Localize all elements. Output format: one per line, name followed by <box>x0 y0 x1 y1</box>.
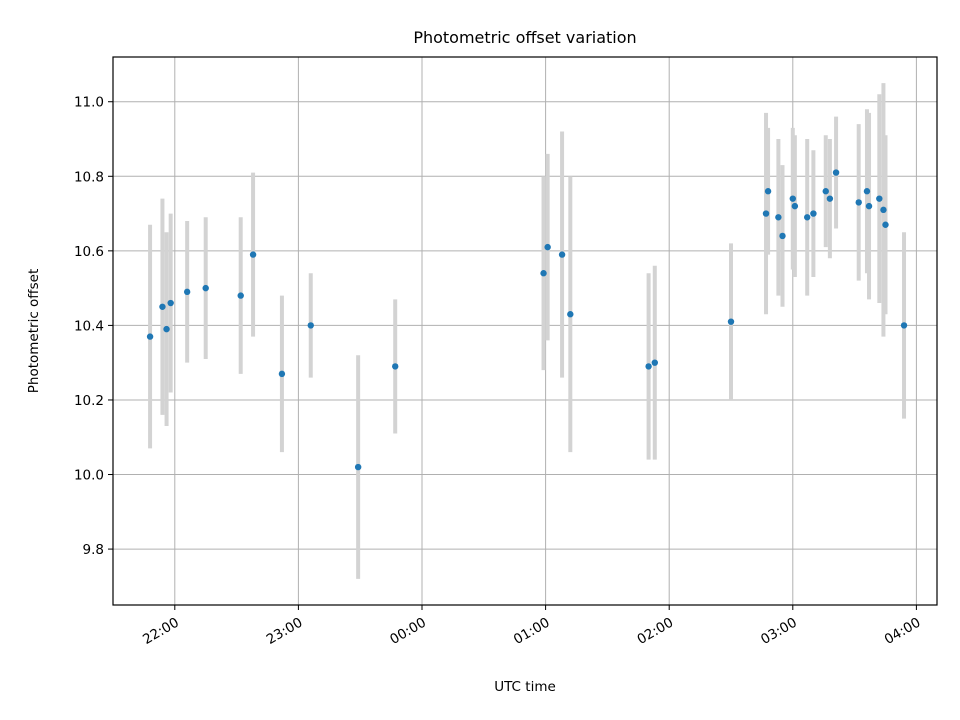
data-point <box>202 284 209 292</box>
data-point <box>789 195 796 202</box>
data-point <box>779 232 786 240</box>
data-point <box>567 311 574 318</box>
data-point <box>880 206 887 214</box>
y-tick-label: 11.0 <box>74 95 104 111</box>
data-point <box>237 292 244 299</box>
data-point <box>727 318 735 325</box>
data-point <box>762 210 770 217</box>
data-point <box>645 363 652 370</box>
data-point <box>307 322 314 329</box>
data-point <box>882 221 889 228</box>
data-point <box>810 210 817 217</box>
data-point <box>163 325 170 333</box>
data-point <box>822 188 829 195</box>
y-tick-label: 10.2 <box>74 393 104 409</box>
y-tick-label: 10.4 <box>74 318 104 334</box>
y-tick-label: 10.0 <box>74 468 104 484</box>
data-point <box>791 202 799 210</box>
x-axis-ticks: 22:00 23:00 00:00 01:00 02:00 03:00 04:00 <box>140 605 923 648</box>
grid-lines <box>113 57 937 605</box>
data-point <box>146 333 154 340</box>
data-point <box>651 359 658 366</box>
data-point <box>863 188 871 195</box>
data-point <box>876 195 883 202</box>
data-point <box>183 288 191 296</box>
data-point <box>855 199 862 206</box>
plot-frame <box>112 56 938 606</box>
data-point <box>544 243 551 251</box>
data-point <box>832 169 840 176</box>
data-point <box>167 299 174 307</box>
chart-title: Photometric offset variation <box>413 28 636 47</box>
data-points <box>146 169 908 471</box>
data-point <box>764 188 772 195</box>
data-point <box>278 370 286 378</box>
y-tick-label: 9.8 <box>83 542 104 558</box>
data-point <box>865 202 873 210</box>
data-point <box>540 270 547 277</box>
data-point <box>775 214 782 221</box>
y-axis-label: Photometric offset <box>26 269 42 393</box>
x-tick-label: 03:00 <box>758 615 800 648</box>
y-tick-label: 10.6 <box>74 244 104 260</box>
y-axis-ticks: 9.8 10.0 10.2 10.4 10.6 10.8 11.0 <box>74 95 113 558</box>
error-bars <box>148 83 907 579</box>
data-point <box>804 214 811 221</box>
x-tick-label: 02:00 <box>635 615 677 648</box>
x-tick-label: 22:00 <box>140 615 182 648</box>
data-point <box>392 363 399 370</box>
data-point <box>900 322 908 329</box>
data-point <box>354 463 362 471</box>
x-tick-label: 04:00 <box>882 615 924 648</box>
data-point <box>159 303 166 310</box>
data-point <box>826 195 834 202</box>
x-tick-label: 23:00 <box>264 615 306 648</box>
x-tick-label: 00:00 <box>387 615 429 648</box>
x-axis-label: UTC time <box>494 679 556 695</box>
data-point <box>249 251 257 258</box>
y-tick-label: 10.8 <box>74 169 104 185</box>
x-tick-label: 01:00 <box>511 615 553 648</box>
data-point <box>558 251 566 258</box>
